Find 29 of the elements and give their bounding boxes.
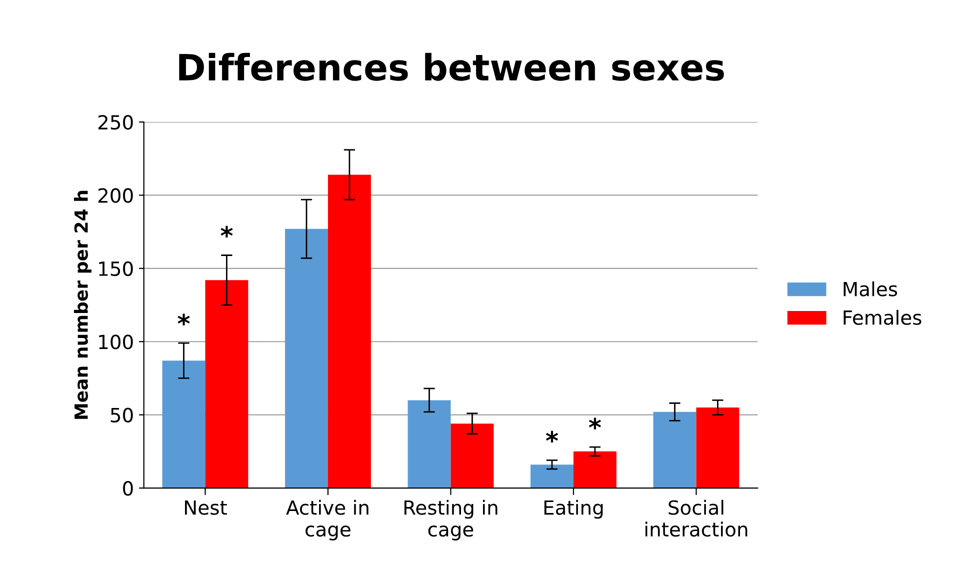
chart-title: Differences between sexes bbox=[179, 52, 724, 81]
bar bbox=[450, 424, 494, 488]
bar bbox=[408, 400, 451, 488]
x-tick-label: Social interaction bbox=[645, 500, 748, 537]
data-label: * bbox=[220, 226, 233, 238]
x-tick-label: Resting in cage bbox=[404, 500, 498, 540]
bar bbox=[573, 451, 616, 488]
bar bbox=[653, 412, 696, 488]
y-tick-label: 150 bbox=[99, 261, 133, 276]
bar bbox=[530, 464, 574, 488]
x-tick-label: Eating bbox=[544, 500, 603, 519]
y-tick-label: 50 bbox=[110, 408, 133, 422]
bar bbox=[285, 228, 328, 488]
x-tick-label: Active in cage bbox=[286, 500, 368, 540]
y-axis-title: Mean number per 24 h bbox=[74, 190, 92, 419]
data-label: * bbox=[178, 314, 190, 326]
y-tick-label: 0 bbox=[123, 480, 133, 496]
x-tick-label: Nest bbox=[185, 500, 227, 515]
data-label: * bbox=[588, 418, 601, 430]
data-label: * bbox=[546, 430, 558, 443]
y-tick-label: 250 bbox=[98, 114, 133, 130]
bar bbox=[205, 280, 248, 488]
bar bbox=[328, 174, 371, 488]
bar bbox=[696, 408, 740, 488]
bar bbox=[162, 360, 206, 488]
y-tick-label: 100 bbox=[99, 334, 133, 350]
legend-label: Males bbox=[844, 281, 898, 296]
y-tick-label: 200 bbox=[98, 188, 133, 203]
legend-label: Females bbox=[844, 310, 922, 325]
